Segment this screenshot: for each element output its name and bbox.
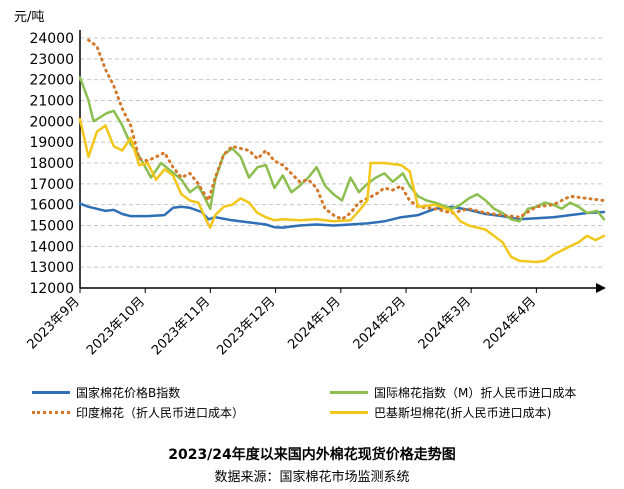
y-tick-12000: 12000 bbox=[29, 281, 74, 297]
legend-swatch-pakistan bbox=[330, 411, 368, 414]
legend-item-pakistan: 巴基斯坦棉花(折人民币进口成本) bbox=[330, 404, 551, 421]
legend-label-m-index: 国际棉花指数（M）折人民币进口成本 bbox=[374, 386, 577, 400]
legend-item-m-index: 国际棉花指数（M）折人民币进口成本 bbox=[330, 384, 576, 401]
x-tick-6: 2024年3月 bbox=[416, 294, 474, 352]
y-tick-24000: 24000 bbox=[29, 31, 74, 47]
legend-item-b-index: 国家棉花价格B指数 bbox=[32, 384, 180, 401]
y-tick-13000: 13000 bbox=[29, 260, 74, 276]
series-line-3 bbox=[78, 118, 606, 264]
legend-label-pakistan: 巴基斯坦棉花(折人民币进口成本) bbox=[374, 406, 552, 420]
chart-source: 数据来源：国家棉花市场监测系统 bbox=[214, 470, 410, 485]
y-tick-22000: 22000 bbox=[29, 73, 74, 89]
axes bbox=[79, 30, 606, 293]
x-tick-2: 2023年11月 bbox=[149, 294, 213, 358]
series-line-2 bbox=[87, 38, 606, 221]
y-tick-16000: 16000 bbox=[29, 198, 74, 214]
legend-swatch-b-index bbox=[32, 391, 70, 394]
y-tick-20000: 20000 bbox=[29, 114, 74, 130]
legend-label-india: 印度棉花（折人民币进口成本） bbox=[76, 406, 245, 420]
grid-lines bbox=[80, 37, 604, 268]
x-tick-0: 2023年9月 bbox=[25, 294, 83, 352]
x-tick-7: 2024年4月 bbox=[481, 294, 539, 352]
x-tick-4: 2024年1月 bbox=[285, 294, 343, 352]
legend-item-india: 印度棉花（折人民币进口成本） bbox=[32, 404, 244, 421]
y-tick-23000: 23000 bbox=[29, 52, 74, 68]
series-line-0 bbox=[78, 202, 606, 229]
x-tick-labels: 2023年9月 2023年10月 2023年11月 2023年12月 2024年1月 20… bbox=[25, 288, 539, 358]
x-tick-1: 2023年10月 bbox=[84, 294, 148, 358]
legend-swatch-m-index bbox=[330, 391, 368, 394]
x-tick-5: 2024年2月 bbox=[351, 294, 409, 352]
chart-title: 2023/24年度以来国内外棉花现货价格走势图 bbox=[168, 447, 456, 463]
y-tick-15000: 15000 bbox=[29, 219, 74, 235]
series-line-1 bbox=[78, 76, 606, 223]
x-tick-3: 2023年12月 bbox=[214, 294, 278, 358]
legend-label-b-index: 国家棉花价格B指数 bbox=[76, 386, 181, 400]
y-tick-17000: 17000 bbox=[29, 177, 74, 193]
y-tick-labels: 12000 13000 14000 15000 16000 17000 18000 19000… bbox=[29, 31, 74, 297]
y-tick-14000: 14000 bbox=[29, 239, 74, 255]
y-tick-21000: 21000 bbox=[29, 94, 74, 110]
y-axis-unit: 元/吨 bbox=[14, 10, 45, 25]
series-lines bbox=[78, 38, 606, 264]
legend-swatch-india bbox=[32, 411, 70, 414]
x-axis-arrow bbox=[596, 283, 606, 293]
y-tick-19000: 19000 bbox=[29, 135, 74, 151]
y-tick-18000: 18000 bbox=[29, 156, 74, 172]
